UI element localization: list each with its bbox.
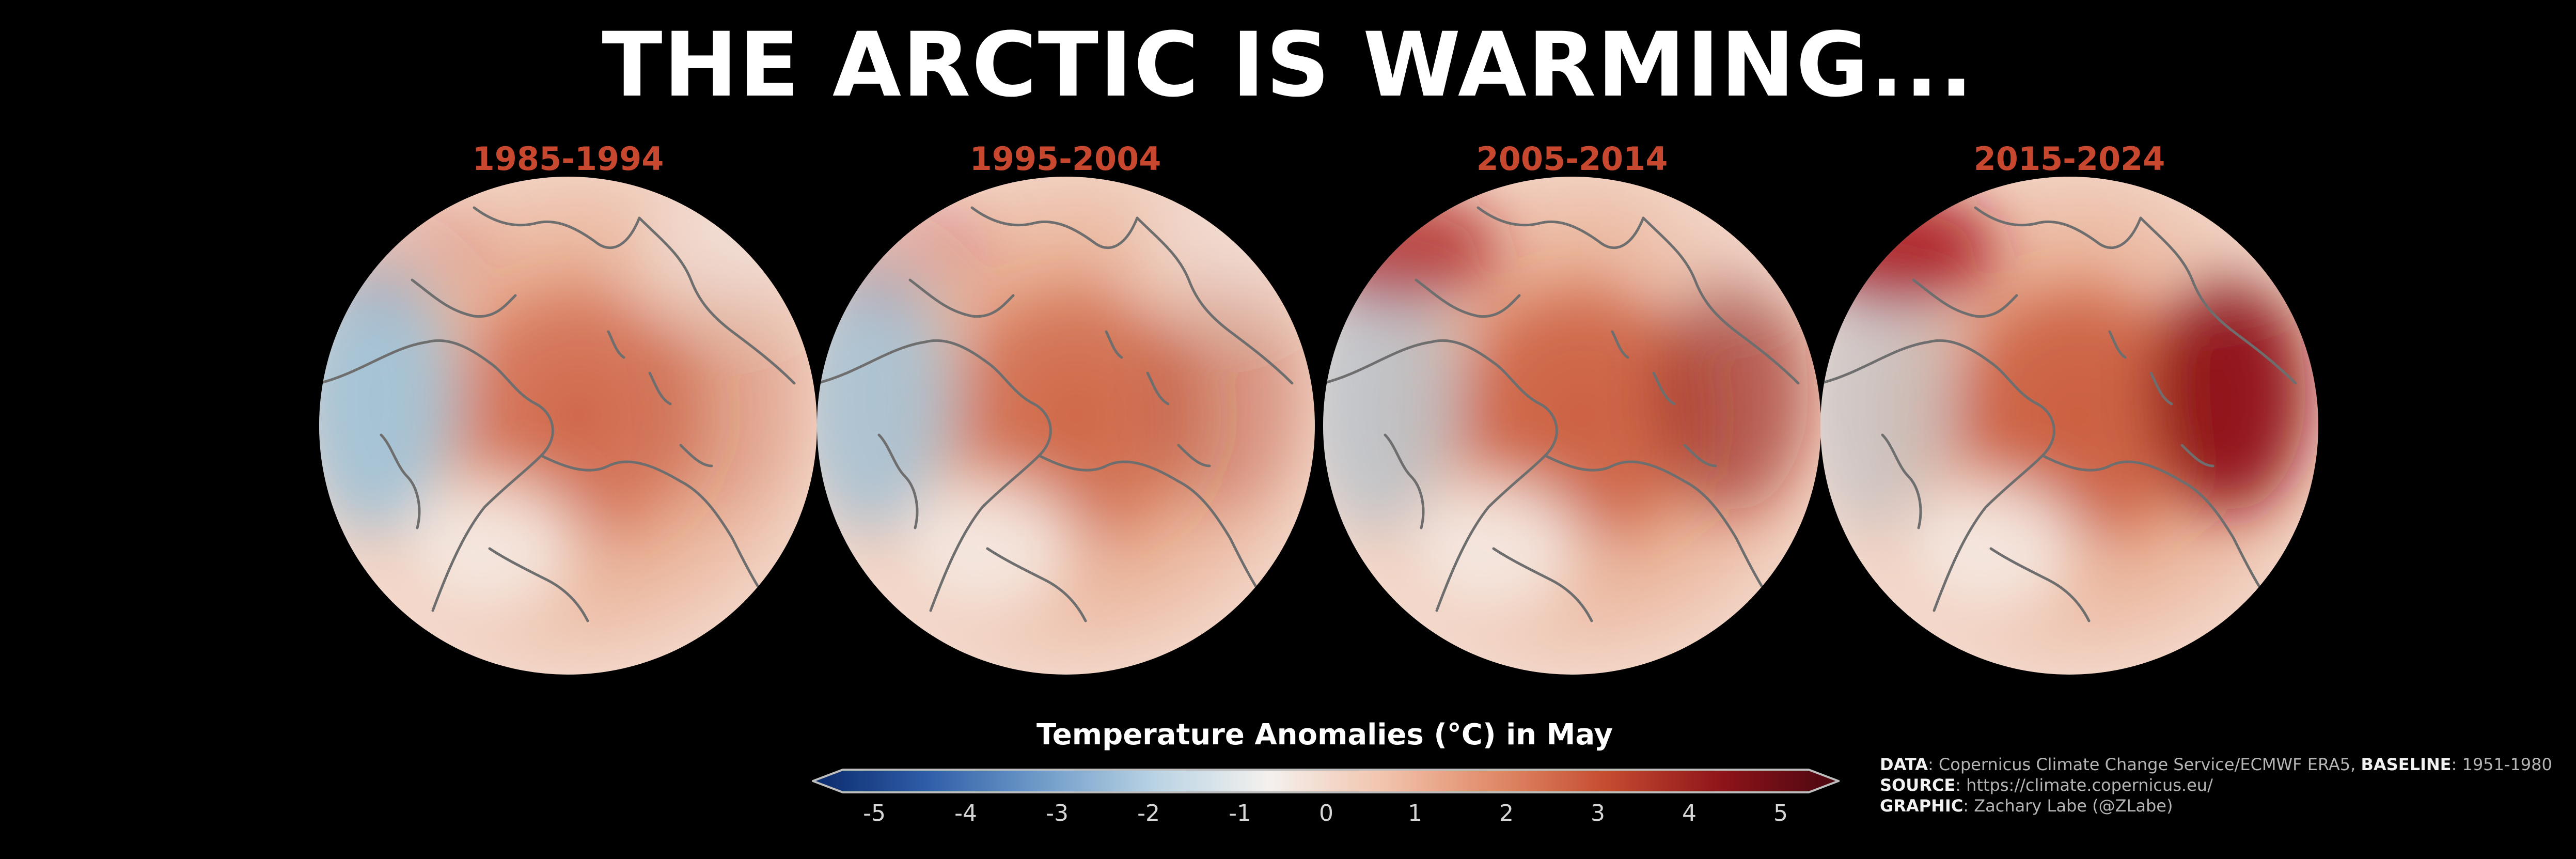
map-label-1: 1985-1994 bbox=[472, 140, 664, 178]
colorbar-tick: 2 bbox=[1499, 800, 1514, 826]
map-label-2: 1995-2004 bbox=[969, 140, 1161, 178]
colorbar-gradient bbox=[812, 769, 1840, 793]
credit-data-text: : Copernicus Climate Change Service/ECMW… bbox=[1927, 755, 2361, 774]
colorbar bbox=[812, 769, 1840, 793]
colorbar-title: Temperature Anomalies (°C) in May bbox=[1036, 718, 1613, 752]
credit-source-label: SOURCE bbox=[1880, 775, 1956, 795]
credits-block: DATA: Copernicus Climate Change Service/… bbox=[1880, 754, 2552, 816]
colorbar-tick: -3 bbox=[1046, 800, 1069, 826]
colorbar-tick: -2 bbox=[1137, 800, 1160, 826]
colorbar-tick: 3 bbox=[1591, 800, 1605, 826]
credit-baseline-text: : 1951-1980 bbox=[2451, 755, 2552, 774]
arctic-map-1 bbox=[319, 177, 817, 675]
colorbar-tick: 5 bbox=[1773, 800, 1788, 826]
colorbar-tick: 0 bbox=[1319, 800, 1333, 826]
credit-data-label: DATA bbox=[1880, 755, 1928, 774]
colorbar-tick: -4 bbox=[954, 800, 977, 826]
credit-graphic-label: GRAPHIC bbox=[1880, 796, 1964, 816]
colorbar-tick: 1 bbox=[1408, 800, 1422, 826]
colorbar-tick: 4 bbox=[1682, 800, 1697, 826]
map-label-4: 2015-2024 bbox=[1973, 140, 2165, 178]
arctic-map-3 bbox=[1323, 177, 1821, 675]
colorbar-tick: -1 bbox=[1229, 800, 1251, 826]
colorbar-tick: -5 bbox=[863, 800, 886, 826]
credit-graphic-line: GRAPHIC: Zachary Labe (@ZLabe) bbox=[1880, 795, 2552, 816]
arctic-map-4 bbox=[1820, 177, 2318, 675]
credit-baseline-label: BASELINE bbox=[2361, 755, 2452, 774]
credit-graphic-text: : Zachary Labe (@ZLabe) bbox=[1963, 796, 2173, 816]
credit-source-text: : https://climate.copernicus.eu/ bbox=[1955, 775, 2213, 795]
map-label-3: 2005-2014 bbox=[1476, 140, 1668, 178]
credit-data-line: DATA: Copernicus Climate Change Service/… bbox=[1880, 754, 2552, 775]
arctic-map-2 bbox=[817, 177, 1315, 675]
page-title: THE ARCTIC IS WARMING... bbox=[602, 13, 1974, 117]
credit-source-line: SOURCE: https://climate.copernicus.eu/ bbox=[1880, 775, 2552, 795]
